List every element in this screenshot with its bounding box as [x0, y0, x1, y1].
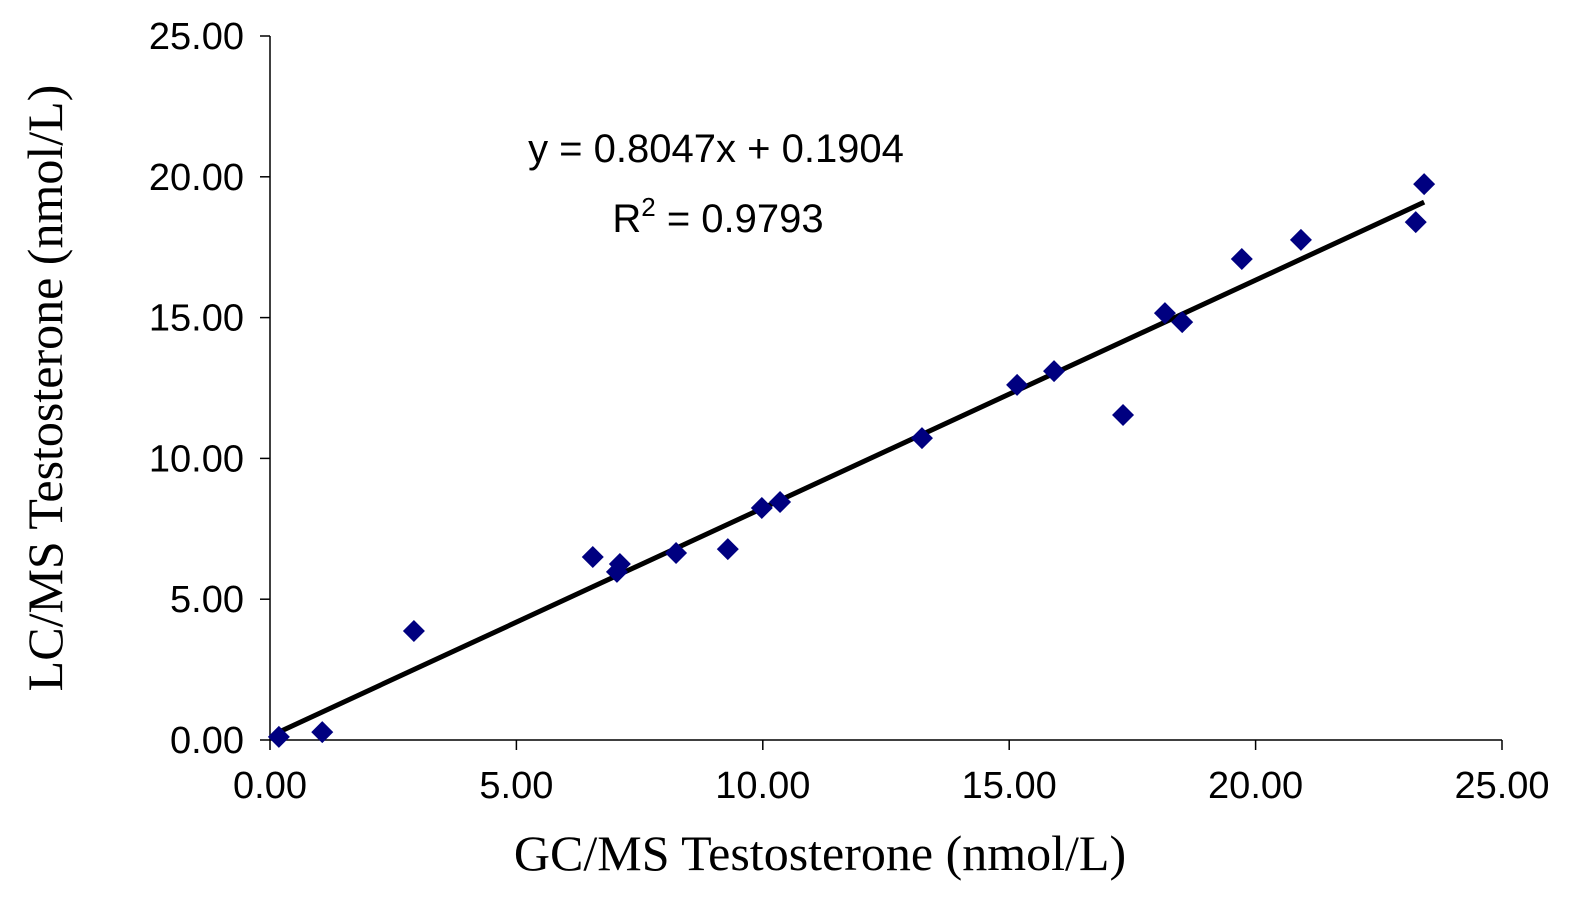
point	[581, 545, 604, 568]
y-tick-label: 10.00	[149, 438, 244, 480]
point	[402, 620, 425, 643]
point	[716, 538, 739, 561]
point	[1413, 173, 1436, 196]
point	[769, 491, 792, 514]
x-axis-title: GC/MS Testosterone (nmol/L)	[514, 825, 1126, 881]
x-tick-label: 0.00	[233, 765, 307, 807]
x-tick-label: 25.00	[1454, 765, 1549, 807]
point	[1043, 360, 1066, 383]
x-tick-label: 10.00	[715, 765, 810, 807]
point	[1112, 404, 1135, 427]
point	[665, 542, 688, 565]
point	[311, 721, 334, 744]
point	[750, 496, 773, 519]
point	[608, 553, 631, 575]
x-tick-label: 20.00	[1208, 765, 1303, 807]
trend-equation: y = 0.8047x + 0.1904	[528, 127, 904, 171]
r-squared-rest: = 0.9793	[656, 197, 824, 241]
y-tick-label: 25.00	[149, 16, 244, 58]
point	[1153, 302, 1176, 325]
point	[267, 725, 290, 748]
point	[1289, 228, 1312, 251]
point	[1230, 248, 1253, 271]
r-squared-sup: 2	[641, 192, 655, 222]
x-tick-label: 5.00	[479, 765, 553, 807]
point	[1006, 373, 1029, 396]
point	[1171, 311, 1194, 334]
y-tick-label: 0.00	[170, 720, 244, 762]
y-tick-label: 15.00	[149, 298, 244, 340]
y-axis-title: LC/MS Testosterone (nmol/L)	[17, 85, 73, 692]
trendline	[275, 199, 1426, 736]
y-tick-label: 20.00	[149, 157, 244, 199]
point	[1404, 211, 1427, 234]
x-tick-label: 15.00	[962, 765, 1057, 807]
y-tick-label: 5.00	[170, 579, 244, 621]
point	[910, 427, 933, 450]
r-squared: R2 = 0.9793	[612, 192, 823, 241]
r-squared-base: R	[612, 197, 641, 241]
